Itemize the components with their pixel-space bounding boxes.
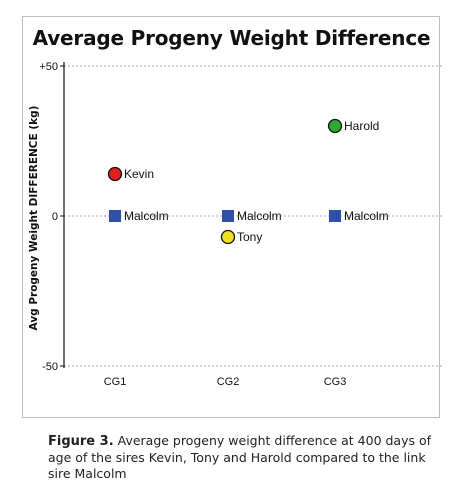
data-label: Malcolm bbox=[344, 209, 389, 223]
x-tick-label: CG3 bbox=[324, 376, 347, 388]
figure-caption-text: Average progeny weight difference at 400… bbox=[48, 433, 432, 481]
data-point-square bbox=[109, 210, 121, 222]
figure-label: Figure 3. bbox=[48, 434, 114, 449]
data-point-circle bbox=[327, 118, 343, 134]
x-tick-label: CG2 bbox=[217, 376, 240, 388]
data-label: Kevin bbox=[124, 167, 154, 181]
data-point-square bbox=[222, 210, 234, 222]
data-label: Harold bbox=[344, 119, 379, 133]
data-point-square bbox=[329, 210, 341, 222]
data-label: Malcolm bbox=[237, 209, 282, 223]
data-point-circle bbox=[220, 229, 236, 245]
y-tick-label: +50 bbox=[39, 61, 58, 73]
x-tick-label: CG1 bbox=[104, 376, 127, 388]
data-point-circle bbox=[107, 166, 123, 182]
data-label: Tony bbox=[237, 230, 262, 244]
figure-caption: Figure 3. Average progeny weight differe… bbox=[48, 433, 448, 482]
y-tick-label: -50 bbox=[42, 361, 58, 373]
y-axis-title: Avg Progeny Weight DIFFERENCE (kg) bbox=[28, 106, 40, 331]
data-label: Malcolm bbox=[124, 209, 169, 223]
chart-title: Average Progeny Weight Difference bbox=[32, 26, 431, 50]
y-tick-label: 0 bbox=[52, 211, 58, 223]
